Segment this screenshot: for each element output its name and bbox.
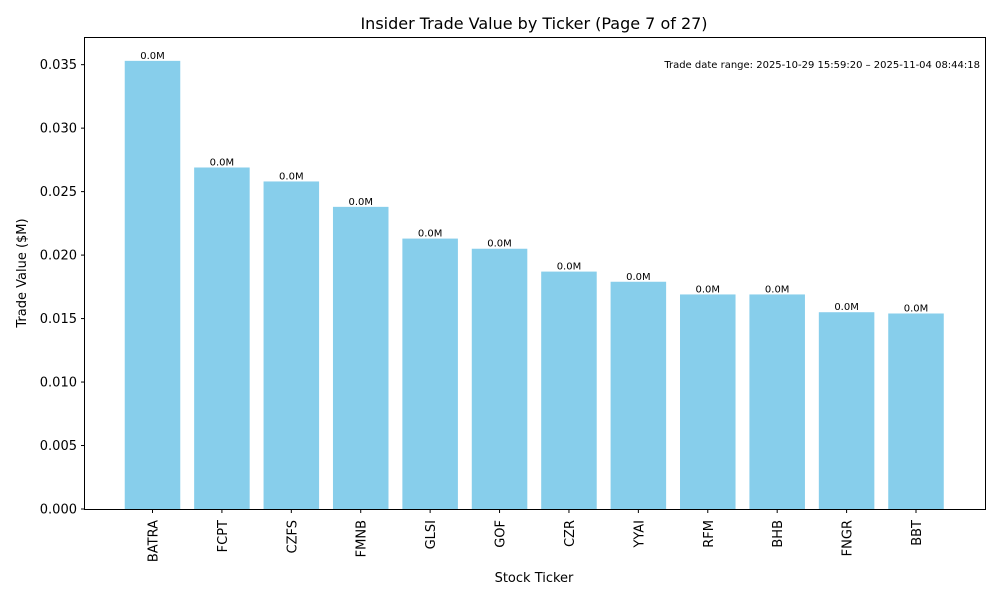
date-range-annotation: Trade date range: 2025-10-29 15:59:20 – …	[663, 60, 980, 71]
data-label-yyai: 0.0M	[626, 272, 651, 283]
bar-fmnb	[332, 206, 389, 509]
data-label-bbt: 0.0M	[904, 303, 929, 314]
y-tick-label: 0.020	[40, 249, 77, 264]
y-tick-label: 0.025	[40, 185, 77, 200]
chart-title: Insider Trade Value by Ticker (Page 7 of…	[360, 14, 707, 33]
bar-czr	[541, 271, 597, 509]
data-label-czr: 0.0M	[557, 262, 582, 273]
x-axis: BATRA FCPT CZFS FMNB GLSI GOF CZR YYAI RFM BHB FNG…	[147, 509, 925, 562]
x-tick-label: FNGR	[841, 520, 856, 556]
x-axis-label: Stock Ticker	[495, 571, 574, 586]
bars-group	[124, 60, 944, 510]
x-tick-label: GOF	[494, 520, 509, 548]
bar-rfm	[680, 294, 736, 509]
y-axis-label: Trade Value ($M)	[15, 218, 30, 328]
data-label-batra: 0.0M	[140, 51, 165, 62]
data-label-bhb: 0.0M	[765, 284, 790, 295]
data-label-czfs: 0.0M	[279, 171, 304, 182]
bar-glsi	[402, 238, 458, 510]
data-label-fcpt: 0.0M	[210, 157, 235, 168]
plot-frame	[84, 37, 986, 510]
x-tick-label: FCPT	[216, 520, 231, 552]
bar-batra	[124, 60, 181, 510]
data-label-fmnb: 0.0M	[348, 197, 373, 208]
y-axis: 0.000 0.005 0.010 0.015 0.020 0.025 0.030 0.035	[40, 58, 85, 518]
x-tick-label: BBT	[910, 520, 925, 546]
x-tick-label: BHB	[771, 520, 786, 548]
bar-fcpt	[194, 167, 250, 509]
x-tick-label: BATRA	[147, 520, 162, 562]
x-tick-label: GLSI	[424, 520, 439, 549]
y-tick-label: 0.010	[40, 376, 77, 391]
data-label-glsi: 0.0M	[418, 229, 443, 240]
y-tick-label: 0.005	[40, 439, 77, 454]
data-label-gof: 0.0M	[487, 239, 512, 250]
x-tick-label: FMNB	[355, 520, 370, 557]
data-label-fngr: 0.0M	[834, 302, 859, 313]
y-tick-label: 0.035	[40, 58, 77, 73]
bar-fngr	[818, 312, 875, 509]
bar-gof	[471, 248, 528, 509]
bar-labels-group: 0.0M 0.0M 0.0M 0.0M 0.0M 0.0M 0.0M 0.0M 0.0M 0.0M…	[140, 51, 928, 315]
bar-bbt	[888, 313, 944, 509]
bar-czfs	[263, 181, 320, 509]
y-tick-label: 0.015	[40, 312, 77, 327]
bar-bhb	[749, 294, 805, 509]
x-tick-label: CZFS	[285, 520, 300, 553]
data-label-rfm: 0.0M	[696, 284, 721, 295]
bar-yyai	[610, 281, 667, 509]
y-tick-label: 0.000	[40, 503, 77, 518]
y-tick-label: 0.030	[40, 122, 77, 137]
x-tick-label: CZR	[563, 520, 578, 547]
x-tick-label: RFM	[702, 520, 717, 548]
x-tick-label: YYAI	[632, 520, 647, 549]
